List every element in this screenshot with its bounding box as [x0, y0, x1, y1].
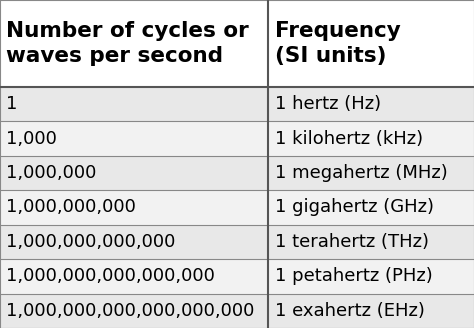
Text: Number of cycles or
waves per second: Number of cycles or waves per second [6, 21, 248, 66]
Bar [268, 121, 474, 156]
Bar [0, 294, 268, 328]
Bar [0, 0, 268, 87]
Bar [268, 259, 474, 294]
Bar [0, 259, 268, 294]
Bar [0, 156, 268, 190]
Bar [268, 225, 474, 259]
Bar [0, 190, 268, 225]
Text: 1 gigahertz (GHz): 1 gigahertz (GHz) [275, 198, 434, 216]
Text: 1,000,000: 1,000,000 [6, 164, 96, 182]
Text: 1 kilohertz (kHz): 1 kilohertz (kHz) [275, 130, 423, 148]
Text: 1,000,000,000,000: 1,000,000,000,000 [6, 233, 175, 251]
Text: 1,000,000,000,000,000,000: 1,000,000,000,000,000,000 [6, 302, 254, 320]
Text: 1 megahertz (MHz): 1 megahertz (MHz) [275, 164, 447, 182]
Bar [0, 87, 268, 121]
Bar [268, 87, 474, 121]
Text: 1: 1 [6, 95, 17, 113]
Bar [0, 225, 268, 259]
Text: 1,000,000,000: 1,000,000,000 [6, 198, 136, 216]
Bar [0, 121, 268, 156]
Text: 1 petahertz (PHz): 1 petahertz (PHz) [275, 267, 433, 285]
Text: 1 terahertz (THz): 1 terahertz (THz) [275, 233, 429, 251]
Bar [268, 190, 474, 225]
Text: 1 exahertz (EHz): 1 exahertz (EHz) [275, 302, 425, 320]
Text: 1 hertz (Hz): 1 hertz (Hz) [275, 95, 381, 113]
Bar [268, 156, 474, 190]
Text: 1,000,000,000,000,000: 1,000,000,000,000,000 [6, 267, 215, 285]
Bar [268, 294, 474, 328]
Text: Frequency
(SI units): Frequency (SI units) [275, 21, 401, 66]
Bar [268, 0, 474, 87]
Text: 1,000: 1,000 [6, 130, 56, 148]
